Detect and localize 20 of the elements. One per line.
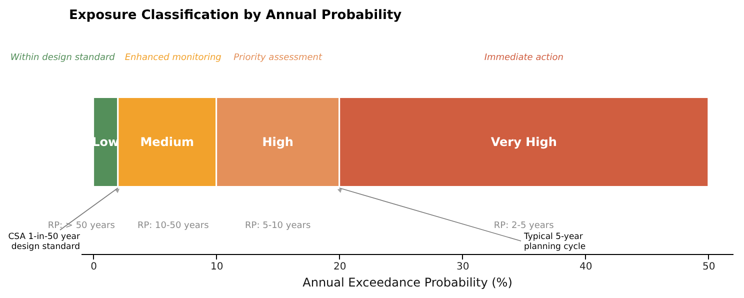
text: RP: 10-50 years	[137, 221, 210, 231]
x-tick-label: 10	[210, 262, 224, 272]
text: Priority assessment	[234, 53, 322, 63]
series-label: Very High	[490, 135, 557, 149]
x-tick-label: 20	[333, 262, 346, 272]
series-label: Medium	[140, 135, 194, 149]
x-axis-title: Annual Exceedance Probability (%)	[302, 276, 512, 290]
x-tick-label: 0	[90, 262, 97, 272]
chart-title: Exposure Classification by Annual Probability	[69, 8, 402, 23]
series-label: High	[262, 135, 294, 149]
text: Enhanced monitoring	[124, 53, 222, 63]
x-tick-label: 30	[456, 262, 470, 272]
text: Immediate action	[484, 53, 564, 63]
text: RP: 5-10 years	[245, 221, 311, 231]
text: Typical 5-year planning cycle	[523, 232, 586, 252]
text: RP: 2-5 years	[494, 221, 554, 231]
x-tick-label: 50	[702, 262, 716, 272]
text: Within design standard	[10, 53, 116, 63]
x-tick-label: 40	[580, 262, 592, 272]
text: CSA 1-in-50 year design standard	[8, 232, 80, 252]
